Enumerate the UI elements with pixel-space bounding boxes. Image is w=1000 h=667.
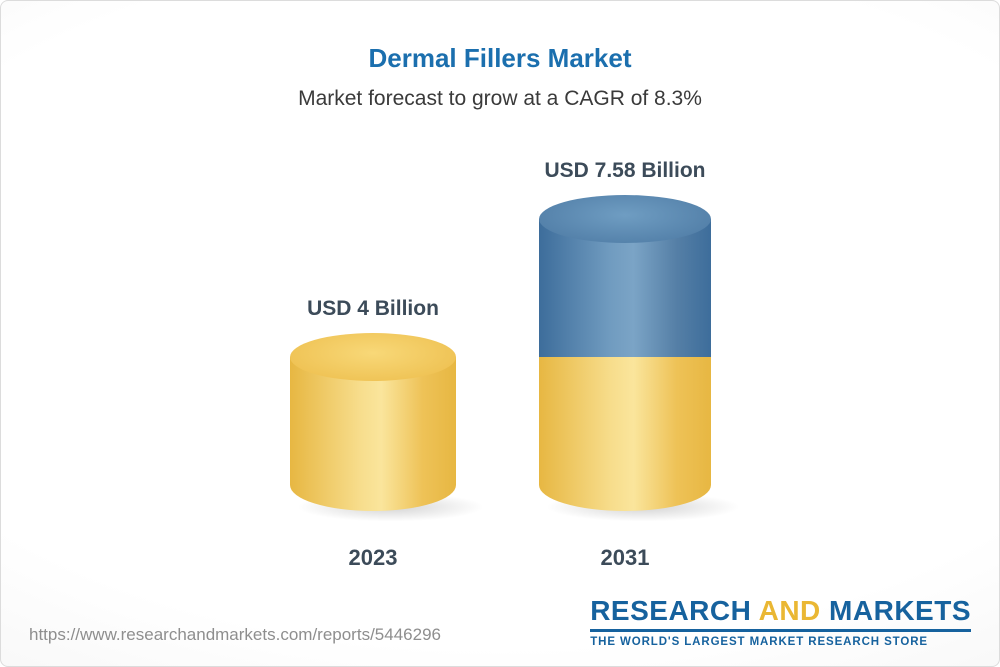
logo-word-markets: MARKETS [829,594,971,626]
bar-2023: USD 4 Billion 2023 [290,297,487,570]
logo-divider [590,629,971,632]
cylinder-2023: 2023 [290,333,487,570]
logo-word-and: AND [758,594,821,626]
bar-2031: USD 7.58 Billion 2031 [539,159,743,570]
cylinder-top-cap [539,195,711,243]
logo-tagline: THE WORLD'S LARGEST MARKET RESEARCH STOR… [590,636,928,648]
report-url: https://www.researchandmarkets.com/repor… [29,625,441,644]
cylinder-2031: 2031 [539,195,743,570]
category-label-2023: 2023 [348,545,398,570]
cylinder-body-2023 [290,357,456,511]
value-label-2023: USD 4 Billion [307,297,439,320]
chart-subtitle: Market forecast to grow at a CAGR of 8.3… [298,87,702,110]
chart-title: Dermal Fillers Market [368,43,632,73]
category-label-2031: 2031 [600,545,650,570]
footer: https://www.researchandmarkets.com/repor… [1,594,999,648]
cylinder-top-cap [290,333,456,381]
logo-wordmark: RESEARCH AND MARKETS [590,594,971,626]
research-and-markets-logo: RESEARCH AND MARKETS THE WORLD'S LARGEST… [590,594,971,648]
logo-word-research: RESEARCH [590,594,752,626]
cylinder-base-segment-2031 [539,357,711,511]
value-label-2031: USD 7.58 Billion [544,159,706,182]
